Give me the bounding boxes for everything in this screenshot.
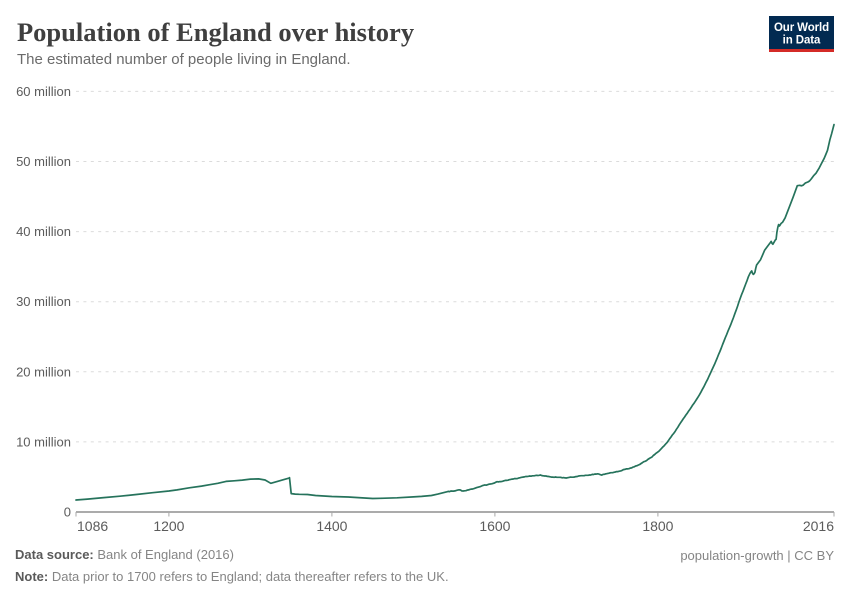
svg-text:Our World: Our World: [774, 22, 829, 34]
svg-text:60 million: 60 million: [16, 84, 71, 99]
svg-text:2016: 2016: [803, 518, 834, 534]
svg-text:30 million: 30 million: [16, 294, 71, 309]
svg-text:1400: 1400: [316, 518, 347, 534]
svg-text:10 million: 10 million: [16, 434, 71, 449]
svg-text:1600: 1600: [479, 518, 510, 534]
svg-text:1086: 1086: [77, 518, 108, 534]
svg-text:40 million: 40 million: [16, 224, 71, 239]
svg-text:0: 0: [64, 505, 71, 520]
svg-text:50 million: 50 million: [16, 154, 71, 169]
svg-text:20 million: 20 million: [16, 364, 71, 379]
svg-text:in Data: in Data: [783, 35, 821, 47]
svg-text:1200: 1200: [153, 518, 184, 534]
svg-text:1800: 1800: [642, 518, 673, 534]
